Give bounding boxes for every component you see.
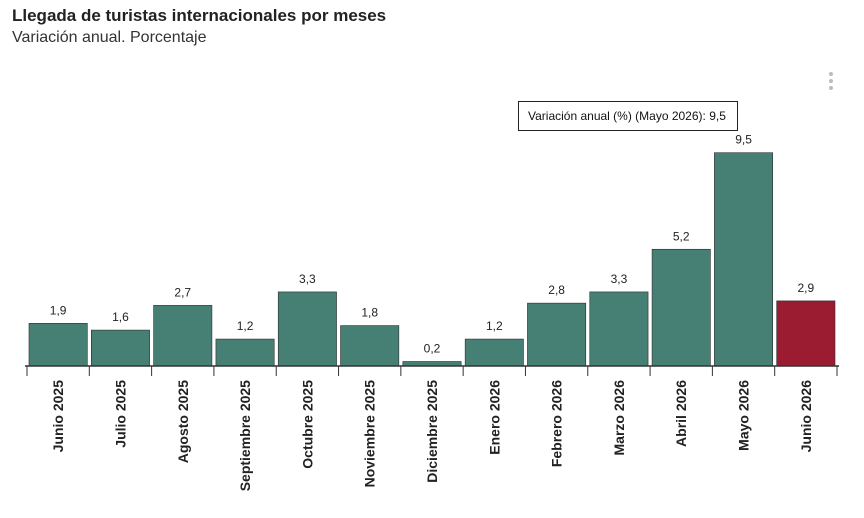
- data-label: 5,2: [673, 229, 690, 243]
- bar[interactable]: [527, 302, 587, 367]
- data-label: 3,3: [299, 272, 316, 286]
- x-tick-label: Abril 2026: [673, 380, 689, 447]
- data-label: 2,7: [174, 285, 191, 299]
- data-label: 0,2: [424, 342, 441, 356]
- data-label: 1,6: [112, 310, 129, 324]
- bar[interactable]: [776, 300, 836, 367]
- x-tick-label: Mayo 2026: [736, 380, 752, 451]
- bar[interactable]: [464, 338, 524, 367]
- chart-subtitle: Variación anual. Porcentaje: [12, 29, 207, 46]
- bar[interactable]: [340, 325, 400, 367]
- vertical-ellipsis-icon[interactable]: [826, 72, 836, 94]
- x-tick-label: Junio 2025: [50, 380, 66, 453]
- bar[interactable]: [589, 291, 649, 367]
- data-label: 2,8: [548, 283, 565, 297]
- bar[interactable]: [215, 338, 275, 367]
- chart-title: Llegada de turistas internacionales por …: [12, 6, 387, 25]
- data-label: 1,9: [50, 303, 67, 317]
- bar[interactable]: [714, 152, 773, 367]
- bar[interactable]: [277, 291, 337, 367]
- bar[interactable]: [153, 305, 213, 367]
- x-tick-label: Enero 2026: [486, 380, 502, 455]
- chart-tooltip: Variación anual (%) (Mayo 2026): 9,5: [518, 101, 738, 131]
- x-tick-label: Septiembre 2025: [237, 380, 253, 491]
- x-tick-label: Agosto 2025: [175, 380, 191, 463]
- x-tick-label: Julio 2025: [112, 380, 128, 448]
- x-tick-label: Diciembre 2025: [424, 380, 440, 483]
- data-label: 2,9: [798, 281, 815, 295]
- data-label: 1,8: [361, 306, 378, 320]
- data-label: 9,5: [735, 133, 752, 147]
- bar[interactable]: [651, 248, 711, 367]
- bar[interactable]: [28, 323, 88, 367]
- x-tick-label: Febrero 2026: [549, 380, 565, 467]
- x-tick-label: Octubre 2025: [299, 380, 315, 469]
- data-label: 1,2: [237, 319, 254, 333]
- bar[interactable]: [91, 329, 150, 367]
- data-label: 1,2: [486, 319, 503, 333]
- x-tick-label: Junio 2026: [798, 380, 814, 453]
- x-tick-label: Noviembre 2025: [362, 380, 378, 488]
- data-label: 3,3: [611, 272, 628, 286]
- x-tick-label: Marzo 2026: [611, 380, 627, 456]
